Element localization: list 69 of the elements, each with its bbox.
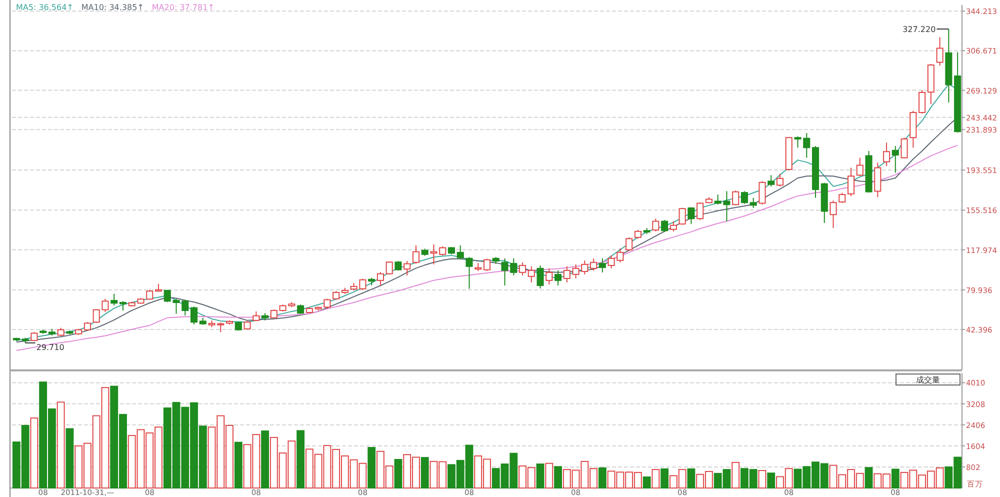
bar — [598, 467, 606, 488]
candlestick — [518, 262, 526, 276]
candlestick — [386, 260, 393, 275]
candlestick — [900, 137, 908, 159]
line-series — [16, 144, 958, 351]
candlestick — [776, 173, 784, 187]
annotation: 29.710 — [36, 342, 64, 352]
bar — [545, 462, 554, 488]
bar — [732, 462, 740, 488]
candlestick — [554, 270, 562, 286]
candlestick — [536, 264, 544, 289]
candlestick — [590, 258, 598, 271]
text: MA5: 36.564↑ — [16, 3, 74, 12]
bar — [394, 458, 402, 488]
bar — [891, 468, 900, 488]
candlestick — [652, 218, 660, 232]
candlestick — [688, 206, 695, 224]
candlestick — [848, 167, 855, 197]
candlestick — [439, 246, 446, 256]
candlestick — [376, 272, 384, 286]
bar — [66, 428, 74, 488]
candlestick — [119, 300, 126, 312]
bar — [687, 468, 696, 488]
candlestick — [856, 157, 864, 177]
bar — [56, 402, 65, 488]
bar — [767, 472, 776, 488]
bar — [296, 430, 305, 488]
candlestick — [412, 244, 420, 264]
bar — [30, 418, 38, 488]
text: MA10: 34.385↑ — [81, 3, 144, 12]
candlestick — [918, 90, 926, 114]
candlestick — [297, 304, 304, 314]
candlestick — [661, 219, 668, 233]
bar — [234, 442, 242, 488]
bar — [864, 467, 873, 488]
bar — [758, 470, 766, 488]
candlestick — [598, 258, 606, 273]
bar — [261, 430, 269, 488]
candlestick — [758, 180, 766, 206]
candlestick — [483, 258, 491, 272]
candlestick — [696, 202, 704, 220]
candlestick — [670, 220, 677, 232]
bar — [420, 457, 429, 488]
candlestick — [528, 266, 535, 283]
candlestick — [750, 197, 757, 208]
candlestick — [740, 190, 748, 204]
bar — [368, 446, 376, 488]
text: MA20: 37.781↑ — [152, 3, 214, 12]
candlestick — [732, 190, 740, 206]
candlestick — [394, 260, 402, 271]
candlestick — [546, 268, 553, 285]
bar — [660, 468, 669, 488]
chart-title: 成交量 — [916, 376, 940, 384]
bar — [652, 469, 660, 488]
bar — [536, 464, 544, 488]
candlestick — [768, 174, 775, 187]
candlestick — [874, 162, 882, 198]
candlestick — [892, 146, 899, 174]
candlestick — [626, 236, 633, 252]
bar — [554, 466, 562, 488]
candlestick — [563, 266, 570, 283]
candlestick — [883, 142, 890, 167]
bar — [642, 476, 651, 488]
candlestick — [404, 260, 411, 276]
candlestick — [936, 36, 944, 66]
candlestick — [110, 293, 118, 306]
candlestick — [430, 244, 438, 265]
annotation: 327.220 — [902, 25, 936, 34]
candlestick — [190, 306, 198, 325]
